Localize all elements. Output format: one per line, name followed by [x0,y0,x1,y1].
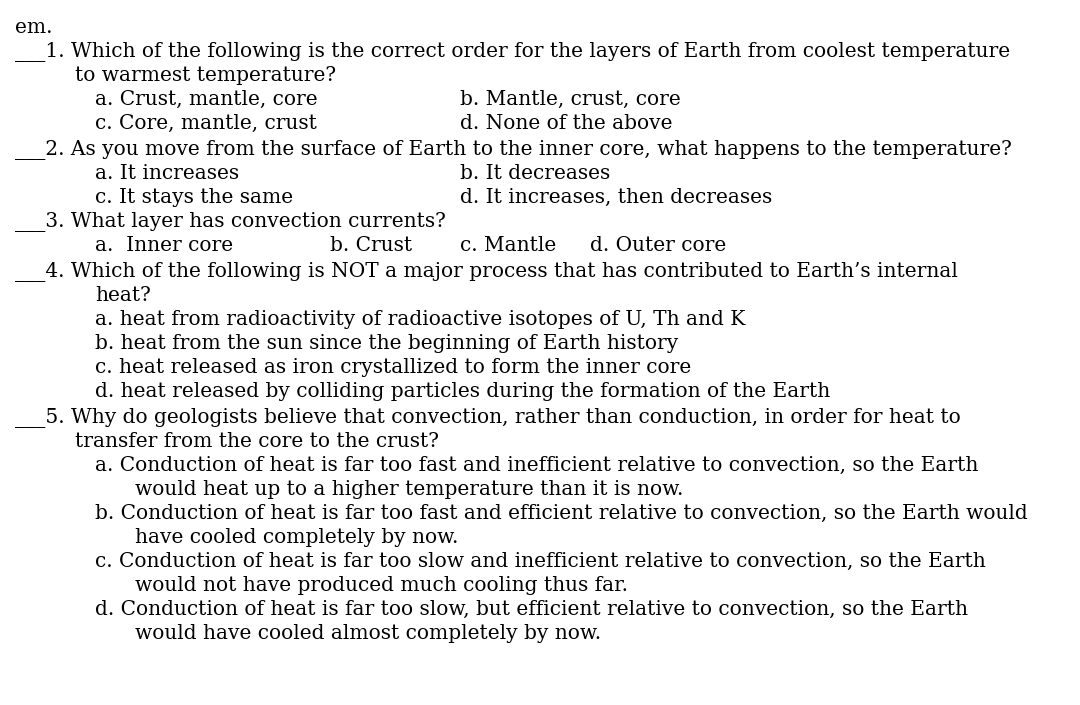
Text: a. heat from radioactivity of radioactive isotopes of U, Th and K: a. heat from radioactivity of radioactiv… [95,310,745,329]
Text: d. It increases, then decreases: d. It increases, then decreases [460,188,772,207]
Text: have cooled completely by now.: have cooled completely by now. [135,528,458,547]
Text: a. Conduction of heat is far too fast and inefficient relative to convection, so: a. Conduction of heat is far too fast an… [95,456,978,475]
Text: ___5. Why do geologists believe that convection, rather than conduction, in orde: ___5. Why do geologists believe that con… [15,408,961,428]
Text: a. It increases: a. It increases [95,164,239,183]
Text: ___2. As you move from the surface of Earth to the inner core, what happens to t: ___2. As you move from the surface of Ea… [15,140,1012,160]
Text: b. heat from the sun since the beginning of Earth history: b. heat from the sun since the beginning… [95,334,678,353]
Text: would not have produced much cooling thus far.: would not have produced much cooling thu… [135,576,627,595]
Text: heat?: heat? [95,286,151,305]
Text: a. Crust, mantle, core: a. Crust, mantle, core [95,90,318,109]
Text: c. Mantle: c. Mantle [460,236,556,255]
Text: ___1. Which of the following is the correct order for the layers of Earth from c: ___1. Which of the following is the corr… [15,42,1010,62]
Text: b. Conduction of heat is far too fast and efficient relative to convection, so t: b. Conduction of heat is far too fast an… [95,504,1028,523]
Text: b. Crust: b. Crust [330,236,413,255]
Text: d. Conduction of heat is far too slow, but efficient relative to convection, so : d. Conduction of heat is far too slow, b… [95,600,968,619]
Text: a.  Inner core: a. Inner core [95,236,233,255]
Text: ___3. What layer has convection currents?: ___3. What layer has convection currents… [15,212,446,232]
Text: d. heat released by colliding particles during the formation of the Earth: d. heat released by colliding particles … [95,382,831,401]
Text: b. It decreases: b. It decreases [460,164,610,183]
Text: c. Conduction of heat is far too slow and inefficient relative to convection, so: c. Conduction of heat is far too slow an… [95,552,986,571]
Text: to warmest temperature?: to warmest temperature? [75,66,336,85]
Text: would have cooled almost completely by now.: would have cooled almost completely by n… [135,624,602,643]
Text: b. Mantle, crust, core: b. Mantle, crust, core [460,90,680,109]
Text: transfer from the core to the crust?: transfer from the core to the crust? [75,432,438,451]
Text: c. heat released as iron crystallized to form the inner core: c. heat released as iron crystallized to… [95,358,691,377]
Text: c. Core, mantle, crust: c. Core, mantle, crust [95,114,316,133]
Text: d. None of the above: d. None of the above [460,114,673,133]
Text: em.: em. [15,18,53,37]
Text: d. Outer core: d. Outer core [590,236,726,255]
Text: ___4. Which of the following is NOT a major process that has contributed to Eart: ___4. Which of the following is NOT a ma… [15,262,958,282]
Text: would heat up to a higher temperature than it is now.: would heat up to a higher temperature th… [135,480,684,499]
Text: c. It stays the same: c. It stays the same [95,188,293,207]
